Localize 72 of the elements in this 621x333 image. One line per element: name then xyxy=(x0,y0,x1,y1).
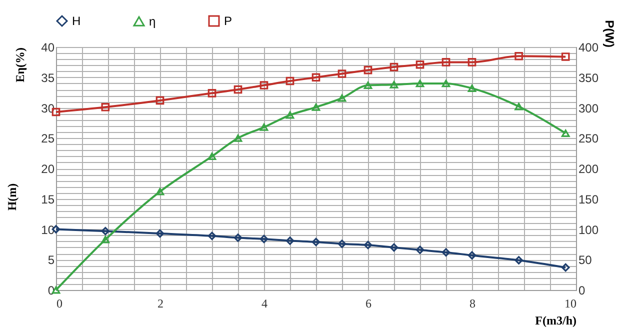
point xyxy=(416,60,424,69)
point xyxy=(286,236,294,245)
point xyxy=(468,84,476,92)
point xyxy=(260,234,268,244)
x-axis-title: F(m3/h) xyxy=(535,314,576,328)
point xyxy=(208,152,216,160)
point xyxy=(364,240,372,250)
point xyxy=(514,52,523,60)
y-tick-label: 20 xyxy=(41,162,55,176)
text: H(m) xyxy=(5,183,19,211)
point xyxy=(468,58,476,66)
y-tick-label: 5 xyxy=(48,253,55,268)
y2-tick-label: 0 xyxy=(578,284,586,298)
y2-tick-label: 400 xyxy=(578,40,599,54)
point xyxy=(514,102,523,110)
point xyxy=(338,240,346,248)
y2-tick-label: 100 xyxy=(578,222,599,237)
point xyxy=(234,134,242,142)
y2-tick-label: 350 xyxy=(578,70,599,85)
point xyxy=(416,80,424,88)
point xyxy=(312,103,320,111)
point xyxy=(156,229,164,238)
y-tick-label: 25 xyxy=(41,132,55,146)
point xyxy=(260,81,268,90)
point xyxy=(390,80,398,88)
point xyxy=(442,248,450,256)
y2-tick-label: 200 xyxy=(578,162,599,176)
y2-tick-label: 250 xyxy=(578,132,599,146)
y2-tick-label: 150 xyxy=(578,192,599,206)
point xyxy=(561,52,570,61)
point xyxy=(514,256,523,264)
legend-label: η xyxy=(149,14,156,28)
point xyxy=(468,251,476,260)
point xyxy=(101,226,110,236)
point xyxy=(234,85,242,94)
point xyxy=(416,246,424,254)
y-axis-title: Eη(%) xyxy=(13,48,28,82)
x-tick-label: 8 xyxy=(470,296,476,310)
x-tick-label: 10 xyxy=(564,296,576,310)
point xyxy=(561,130,570,137)
point xyxy=(312,73,320,82)
point xyxy=(338,94,346,102)
point xyxy=(442,80,450,88)
legend-label: P xyxy=(224,14,232,28)
point xyxy=(101,236,110,244)
y-tick-label: 35 xyxy=(41,70,55,85)
y2-axis-title: P(W) xyxy=(602,20,617,48)
point xyxy=(390,243,398,252)
point xyxy=(260,123,268,131)
point xyxy=(101,102,110,112)
legend-label: H xyxy=(72,14,81,28)
x-tick-label: 4 xyxy=(262,296,268,310)
point xyxy=(286,76,294,86)
point xyxy=(364,82,372,89)
point xyxy=(208,232,216,240)
point xyxy=(338,70,346,78)
point xyxy=(156,96,164,105)
point xyxy=(286,111,294,119)
y-tick-label: 15 xyxy=(41,192,55,206)
point xyxy=(208,89,216,98)
y2-tick-label: 300 xyxy=(578,101,599,116)
y-tick-label: 40 xyxy=(41,40,55,54)
x-tick-label: 6 xyxy=(366,296,372,310)
y2-tick-label: 50 xyxy=(578,253,592,268)
point xyxy=(561,263,570,272)
point xyxy=(234,234,242,242)
point xyxy=(312,238,320,246)
point xyxy=(442,58,450,66)
point xyxy=(156,188,164,196)
point xyxy=(364,66,372,74)
x-tick-label: 2 xyxy=(158,296,164,310)
point xyxy=(390,62,398,72)
